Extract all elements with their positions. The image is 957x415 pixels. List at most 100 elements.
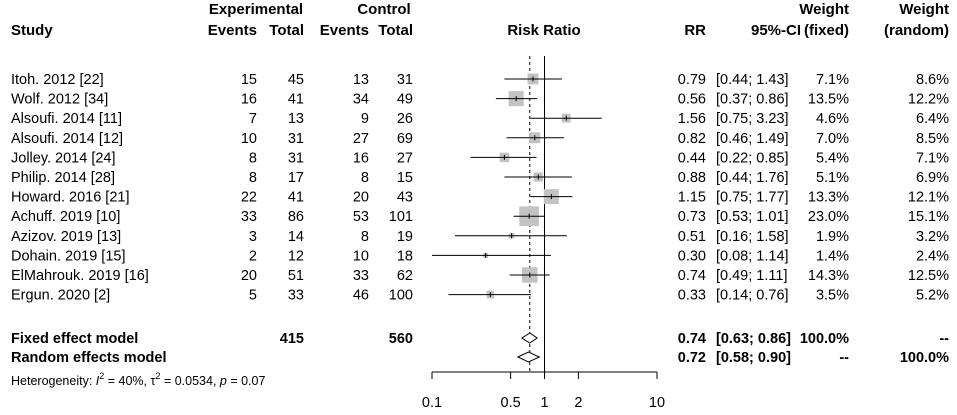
events-control: 20 bbox=[353, 190, 369, 206]
events-experimental: 2 bbox=[249, 248, 257, 264]
events-experimental: 33 bbox=[241, 209, 257, 225]
total-control: 100 bbox=[389, 288, 413, 304]
header-events-exp: Events bbox=[208, 22, 257, 39]
total-control: 49 bbox=[397, 92, 413, 108]
weight-random: 6.4% bbox=[916, 111, 949, 127]
events-control: 33 bbox=[353, 268, 369, 284]
study-name: Philip. 2014 [28] bbox=[11, 170, 115, 186]
total-control: 62 bbox=[397, 268, 413, 284]
fixed-weight-random: -- bbox=[939, 331, 949, 347]
total-experimental: 13 bbox=[288, 111, 304, 127]
study-name: ElMahrouk. 2019 [16] bbox=[11, 268, 149, 284]
random-effects-diamond bbox=[516, 351, 541, 363]
study-name: Alsoufi. 2014 [12] bbox=[11, 131, 123, 147]
events-control: 8 bbox=[361, 229, 369, 245]
total-experimental: 33 bbox=[288, 288, 304, 304]
total-control: 31 bbox=[397, 72, 413, 88]
weight-random: 8.5% bbox=[916, 131, 949, 147]
weight-random: 6.9% bbox=[916, 170, 949, 186]
weight-fixed: 1.4% bbox=[816, 248, 849, 264]
ci-value: [0.16; 1.58] bbox=[716, 229, 789, 245]
rr-value: 0.44 bbox=[678, 150, 706, 166]
fixed-rr: 0.74 bbox=[678, 331, 706, 347]
study-name: Dohain. 2019 [15] bbox=[11, 248, 125, 264]
total-experimental: 51 bbox=[288, 268, 304, 284]
weight-fixed: 1.9% bbox=[816, 229, 849, 245]
x-tick-label: 10 bbox=[649, 395, 665, 411]
fixed-weight-fixed: 100.0% bbox=[800, 331, 849, 347]
header-fixed-sub: (fixed) bbox=[804, 22, 849, 39]
total-control: 69 bbox=[397, 131, 413, 147]
total-control: 26 bbox=[397, 111, 413, 127]
ci-value: [0.14; 0.76] bbox=[716, 288, 789, 304]
fixed-effect-diamond bbox=[520, 332, 539, 344]
weight-fixed: 7.0% bbox=[816, 131, 849, 147]
weight-random: 3.2% bbox=[916, 229, 949, 245]
study-name: Alsoufi. 2014 [11] bbox=[11, 111, 122, 127]
rr-value: 1.56 bbox=[678, 111, 706, 127]
events-control: 27 bbox=[353, 131, 369, 147]
total-experimental: 41 bbox=[288, 190, 304, 206]
rr-value: 0.74 bbox=[678, 268, 706, 284]
events-control: 8 bbox=[361, 170, 369, 186]
events-experimental: 16 bbox=[241, 92, 257, 108]
weight-fixed: 13.3% bbox=[808, 190, 849, 206]
rr-value: 0.73 bbox=[678, 209, 706, 225]
events-experimental: 3 bbox=[249, 229, 257, 245]
events-control: 53 bbox=[353, 209, 369, 225]
weight-fixed: 13.5% bbox=[808, 92, 849, 108]
total-experimental: 31 bbox=[288, 131, 304, 147]
x-tick-label: 0.5 bbox=[501, 395, 521, 411]
header-weight-fixed: Weight bbox=[799, 1, 849, 18]
ci-value: [0.75; 3.23] bbox=[716, 111, 789, 127]
rr-value: 0.30 bbox=[678, 248, 706, 264]
total-experimental: 45 bbox=[288, 72, 304, 88]
header-rr: RR bbox=[684, 22, 706, 39]
rr-value: 0.79 bbox=[678, 72, 706, 88]
header-study: Study bbox=[11, 22, 53, 39]
rr-value: 0.51 bbox=[678, 229, 706, 245]
weight-random: 12.5% bbox=[908, 268, 949, 284]
random-weight-fixed: -- bbox=[839, 350, 849, 366]
weight-random: 5.2% bbox=[916, 288, 949, 304]
events-control: 13 bbox=[353, 72, 369, 88]
ci-value: [0.08; 1.14] bbox=[716, 248, 789, 264]
events-experimental: 8 bbox=[249, 150, 257, 166]
total-control: 101 bbox=[389, 209, 413, 225]
header-control: Control bbox=[357, 1, 410, 18]
weight-random: 2.4% bbox=[916, 248, 949, 264]
rr-value: 0.82 bbox=[678, 131, 706, 147]
weight-fixed: 7.1% bbox=[816, 72, 849, 88]
weight-fixed: 14.3% bbox=[808, 268, 849, 284]
events-control: 46 bbox=[353, 288, 369, 304]
study-name: Howard. 2016 [21] bbox=[11, 190, 130, 206]
weight-random: 12.1% bbox=[908, 190, 949, 206]
total-control: 19 bbox=[397, 229, 413, 245]
events-experimental: 7 bbox=[249, 111, 257, 127]
header-experimental: Experimental bbox=[209, 1, 303, 18]
header-total-ctl: Total bbox=[378, 22, 413, 39]
x-tick-label: 0.1 bbox=[422, 395, 442, 411]
fixed-ci: [0.63; 0.86] bbox=[716, 331, 791, 347]
rr-value: 0.56 bbox=[678, 92, 706, 108]
total-experimental: 17 bbox=[288, 170, 304, 186]
total-control: 18 bbox=[397, 248, 413, 264]
weight-fixed: 23.0% bbox=[808, 209, 849, 225]
study-name: Jolley. 2014 [24] bbox=[11, 150, 116, 166]
rr-value: 0.33 bbox=[678, 288, 706, 304]
fixed-total-ctl: 560 bbox=[389, 331, 413, 347]
events-control: 9 bbox=[361, 111, 369, 127]
header-random-sub: (random) bbox=[884, 22, 949, 39]
rr-value: 1.15 bbox=[678, 190, 706, 206]
weight-fixed: 4.6% bbox=[816, 111, 849, 127]
fixed-model-label: Fixed effect model bbox=[11, 331, 138, 347]
events-experimental: 22 bbox=[241, 190, 257, 206]
weight-fixed: 3.5% bbox=[816, 288, 849, 304]
random-ci: [0.58; 0.90] bbox=[716, 350, 791, 366]
total-control: 27 bbox=[397, 150, 413, 166]
weight-fixed: 5.1% bbox=[816, 170, 849, 186]
rr-value: 0.88 bbox=[678, 170, 706, 186]
header-weight-random: Weight bbox=[899, 1, 949, 18]
total-experimental: 31 bbox=[288, 150, 304, 166]
